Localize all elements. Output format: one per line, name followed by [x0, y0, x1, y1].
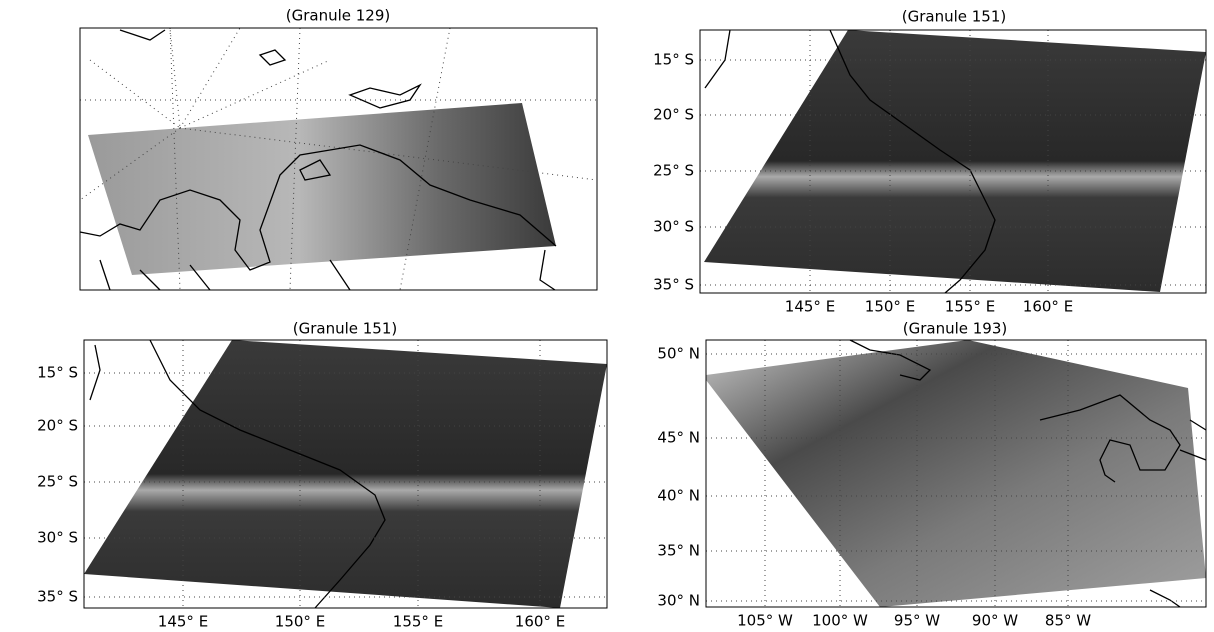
satellite-image	[706, 340, 1206, 607]
x-tick-label: 155° E	[393, 613, 443, 631]
x-tick-label: 155° E	[945, 298, 995, 316]
y-tick-label: 15° S	[653, 51, 694, 69]
y-tick-label: 45° N	[657, 429, 700, 447]
x-tick-label: 95° W	[894, 612, 940, 630]
x-tick-label: 160° E	[515, 613, 565, 631]
y-tick-label: 30° S	[37, 529, 78, 547]
y-tick-label: 35° S	[653, 276, 694, 294]
x-tick-label: 145° E	[158, 613, 208, 631]
panel-title: (Granule 129)	[286, 7, 391, 25]
x-tick-label: 160° E	[1023, 298, 1073, 316]
y-tick-label: 35° S	[37, 588, 78, 606]
x-tick-label: 85° W	[1045, 612, 1091, 630]
y-tick-label: 35° N	[657, 542, 700, 560]
x-tick-label: 90° W	[972, 612, 1018, 630]
map-panel: (Granule 193) 50° N 45° N 40° N 35° N 30° N 10…	[657, 320, 1206, 630]
y-tick-label: 50° N	[657, 345, 700, 363]
y-tick-label: 30° S	[653, 218, 694, 236]
y-tick-label: 30° N	[657, 592, 700, 610]
y-tick-label: 25° S	[37, 473, 78, 491]
x-tick-label: 100° W	[812, 612, 868, 630]
y-tick-label: 40° N	[657, 487, 700, 505]
x-tick-label: 150° E	[865, 298, 915, 316]
y-tick-label: 20° S	[37, 417, 78, 435]
map-panel: (Granule 151) 15° S 20° S 25° S 30° S 35° S 14…	[37, 320, 607, 631]
figure: (Granule 129) (Granule 151) 15° S 20° S 25° …	[0, 0, 1214, 632]
y-tick-label: 15° S	[37, 364, 78, 382]
satellite-image	[704, 30, 1206, 292]
panel-title: (Granule 193)	[903, 320, 1008, 338]
x-tick-label: 150° E	[275, 613, 325, 631]
y-tick-label: 25° S	[653, 162, 694, 180]
map-panel: (Granule 129)	[80, 7, 597, 291]
panel-title: (Granule 151)	[902, 8, 1007, 26]
x-tick-label: 105° W	[737, 612, 793, 630]
panel-title: (Granule 151)	[293, 320, 398, 338]
satellite-image	[88, 103, 556, 275]
map-panel: (Granule 151) 15° S 20° S 25° S 30° S 35° S 14…	[653, 8, 1206, 316]
x-tick-label: 145° E	[785, 298, 835, 316]
y-tick-label: 20° S	[653, 106, 694, 124]
